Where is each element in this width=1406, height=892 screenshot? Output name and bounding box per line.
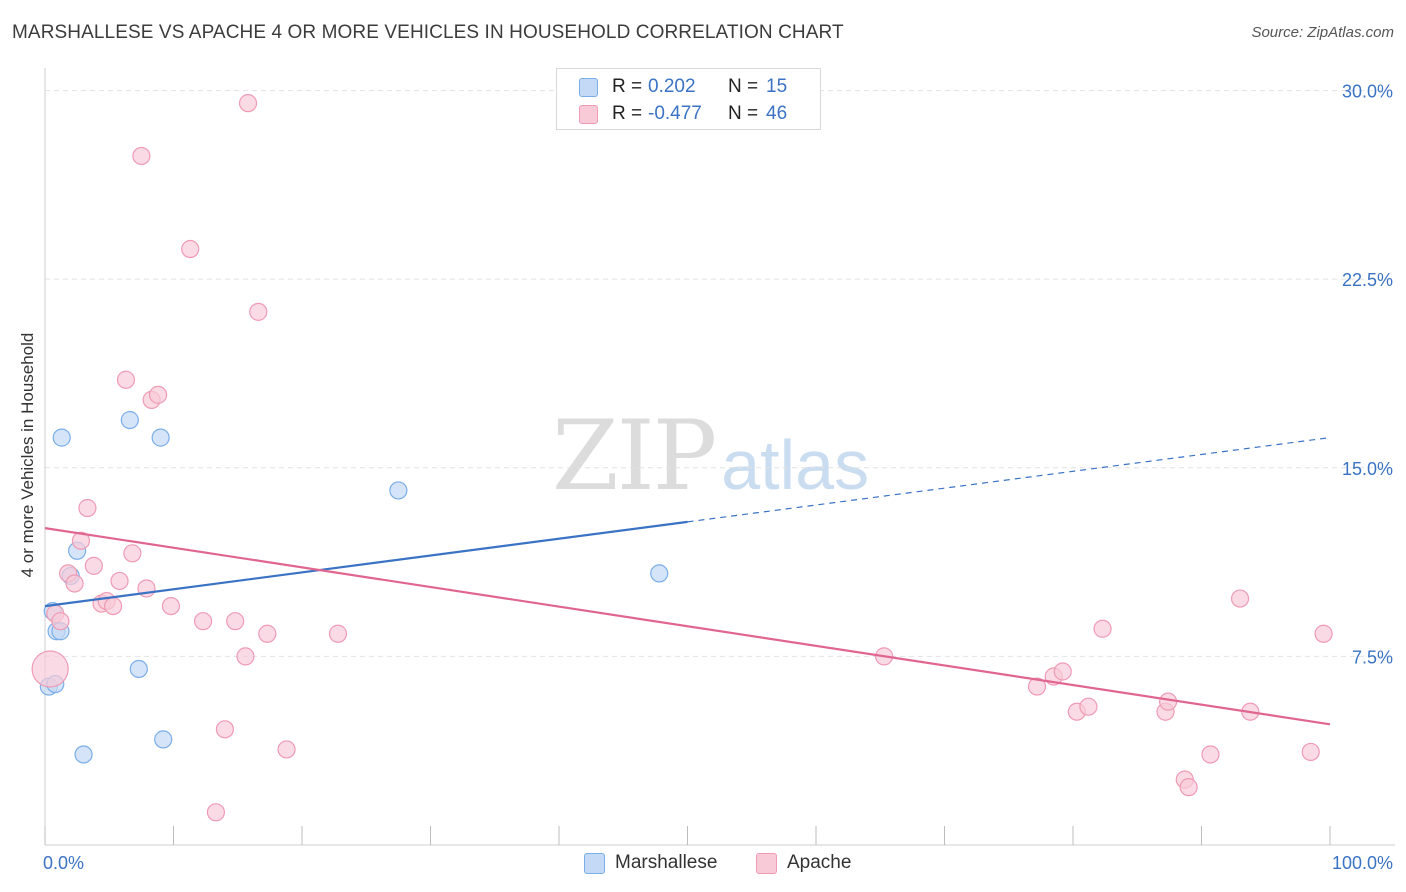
y-tick-label: 15.0% [1342, 459, 1393, 479]
y-tick-label: 30.0% [1342, 82, 1393, 102]
r-value: -0.477 [648, 103, 702, 124]
apache-legend-swatch [756, 852, 777, 874]
r-label: R = [612, 103, 643, 124]
x-tick-label: 0.0% [43, 853, 84, 873]
r-value: 0.202 [648, 76, 696, 97]
r-label: R = [612, 76, 643, 97]
apache-point [1314, 624, 1333, 643]
marshallese-point [650, 564, 669, 583]
marshallese-legend-swatch [584, 852, 605, 874]
legend-item-apache[interactable]: Apache [756, 852, 851, 874]
legend-row-apache: R = -0.477 N = 46 [579, 102, 787, 126]
apache-point [1230, 589, 1250, 608]
apache-point [110, 571, 129, 591]
y-tick-label: 22.5% [1342, 270, 1393, 290]
apache-point [226, 612, 245, 631]
y-axis-label: 4 or more Vehicles in Household [18, 332, 37, 578]
apache-point [1301, 742, 1320, 762]
n-value: 46 [766, 103, 788, 124]
apache-point [104, 596, 123, 616]
apache-point [1093, 619, 1112, 638]
x-tick-label: 100.0% [1332, 853, 1393, 873]
apache-point [132, 146, 151, 166]
apache-point [206, 803, 226, 822]
n-label: N = [728, 76, 759, 97]
marshallese-point [389, 481, 408, 500]
apache-point [249, 302, 268, 321]
apache-point [328, 624, 348, 643]
source-credit: Source: ZipAtlas.com [1251, 24, 1394, 41]
apache-point [51, 612, 70, 631]
marshallese-trend-extension [687, 437, 1331, 523]
apache-point [65, 574, 84, 593]
marshallese-trend-line [44, 520, 688, 608]
apache-point [193, 612, 213, 631]
n-label: N = [728, 103, 759, 124]
apache-point [1158, 692, 1178, 711]
apache-trend-line [44, 527, 1331, 726]
apache-point [123, 544, 142, 563]
correlation-legend: R = 0.202 N = 15 R = -0.477 N = 46 [556, 68, 821, 130]
apache-point [78, 498, 97, 518]
marshallese-point [154, 730, 173, 749]
marshallese-point [129, 659, 148, 679]
legend-row-marshallese: R = 0.202 N = 15 [579, 75, 787, 99]
apache-point [1201, 745, 1220, 764]
marshallese-legend-label: Marshallese [615, 852, 718, 873]
legend-item-marshallese[interactable]: Marshallese [584, 852, 717, 874]
apache-point [31, 650, 69, 688]
apache-point [1079, 697, 1098, 716]
apache-legend-label: Apache [787, 852, 852, 873]
apache-point [116, 370, 136, 389]
apache-point [84, 556, 103, 575]
apache-point [161, 596, 181, 616]
marshallese-point [52, 428, 71, 447]
n-value: 15 [766, 76, 788, 97]
apache-point [238, 94, 258, 113]
marshallese-point [151, 428, 170, 447]
apache-point [258, 624, 277, 643]
apache-point [181, 239, 200, 259]
apache-point [71, 531, 91, 550]
marshallese-point [74, 745, 93, 764]
apache-point [215, 720, 234, 739]
apache-point [277, 740, 296, 759]
apache-point [236, 647, 255, 666]
marshallese-swatch [579, 77, 598, 97]
apache-point [148, 385, 168, 404]
chart-title: MARSHALLESE VS APACHE 4 OR MORE VEHICLES… [12, 22, 844, 43]
apache-point [1053, 662, 1072, 681]
series-legend: Marshallese Apache [0, 852, 1406, 878]
apache-point [1027, 677, 1047, 696]
y-tick-label: 7.5% [1352, 647, 1393, 667]
apache-swatch [579, 104, 598, 124]
marshallese-point [120, 410, 139, 430]
apache-point [1179, 778, 1198, 797]
